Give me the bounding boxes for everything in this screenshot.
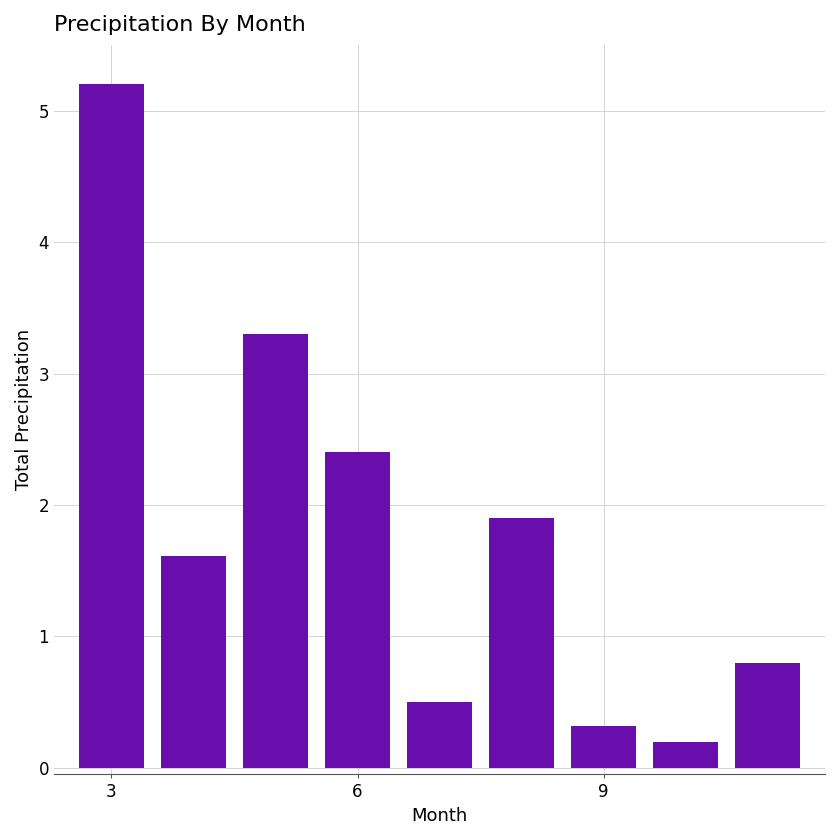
Bar bbox=[160, 556, 226, 768]
Bar bbox=[79, 84, 144, 768]
Text: Precipitation By Month: Precipitation By Month bbox=[54, 15, 306, 35]
Bar bbox=[325, 453, 391, 768]
Bar bbox=[653, 742, 718, 768]
Bar bbox=[407, 702, 472, 768]
Bar bbox=[489, 518, 554, 768]
Bar bbox=[570, 726, 637, 768]
X-axis label: Month: Month bbox=[412, 807, 468, 825]
Bar bbox=[243, 334, 308, 768]
Bar bbox=[735, 663, 801, 768]
Y-axis label: Total Precipitation: Total Precipitation bbox=[15, 329, 33, 491]
